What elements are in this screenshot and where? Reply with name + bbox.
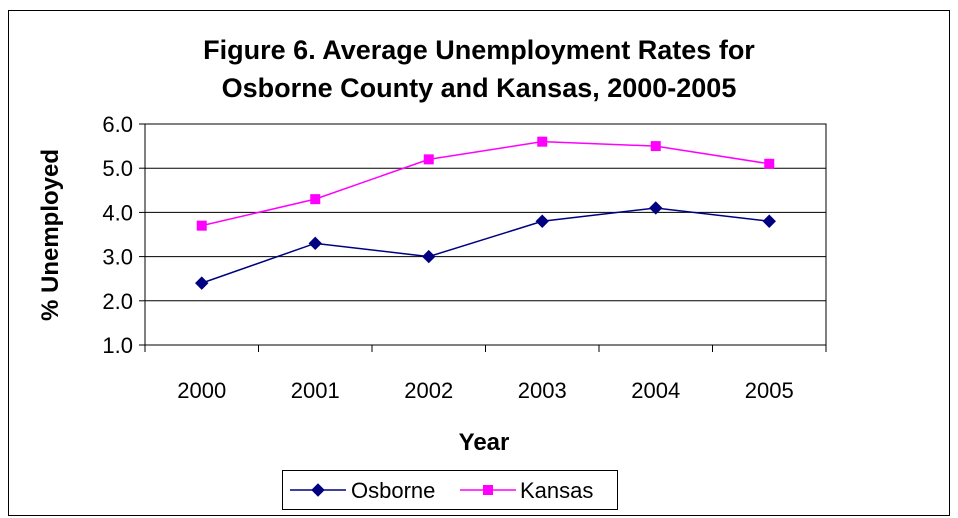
osborne-data-point <box>762 214 776 228</box>
x-tick-label: 2005 <box>745 378 794 403</box>
osborne-data-point <box>649 201 663 215</box>
osborne-data-point <box>308 236 322 251</box>
kansas-data-point <box>650 141 661 152</box>
chart-frame <box>8 10 950 516</box>
series-layer <box>195 136 776 290</box>
x-tick-label: 2003 <box>518 378 567 403</box>
grid-layer <box>145 167 826 302</box>
y-axis-label: % Unemployed <box>37 149 64 321</box>
x-tick-label: 2001 <box>291 378 340 403</box>
chart-title-line1: Figure 6. Average Unemployment Rates for <box>203 35 755 65</box>
y-tick-label: 6.0 <box>102 112 133 137</box>
osborne-data-point <box>195 276 209 290</box>
y-tick-label: 3.0 <box>102 245 133 270</box>
kansas-data-point <box>537 136 548 147</box>
tick-layer: 1.0 2.0 3.0 4.0 5.0 6.0 2000 2001 2002 2003 2004 20… <box>102 112 827 403</box>
y-tick-label: 4.0 <box>102 200 133 225</box>
legend <box>282 470 618 510</box>
y-tick-label: 1.0 <box>102 333 133 358</box>
x-tick-label: 2002 <box>404 378 453 403</box>
kansas-data-point <box>310 194 321 205</box>
x-axis-label: Year <box>459 429 510 456</box>
y-tick-label: 2.0 <box>102 289 133 314</box>
kansas-data-point <box>196 220 207 231</box>
osborne-data-point <box>535 214 549 228</box>
x-tick-label: 2004 <box>631 378 680 403</box>
chart-title-line2: Osborne County and Kansas, 2000-2005 <box>221 73 737 103</box>
x-tick-label: 2000 <box>177 378 226 403</box>
osborne-series-line <box>201 207 770 284</box>
kansas-series-line <box>201 140 770 227</box>
kansas-data-point <box>764 158 775 169</box>
kansas-data-point <box>423 154 434 165</box>
osborne-data-point <box>422 249 436 264</box>
y-tick-label: 5.0 <box>102 156 133 181</box>
